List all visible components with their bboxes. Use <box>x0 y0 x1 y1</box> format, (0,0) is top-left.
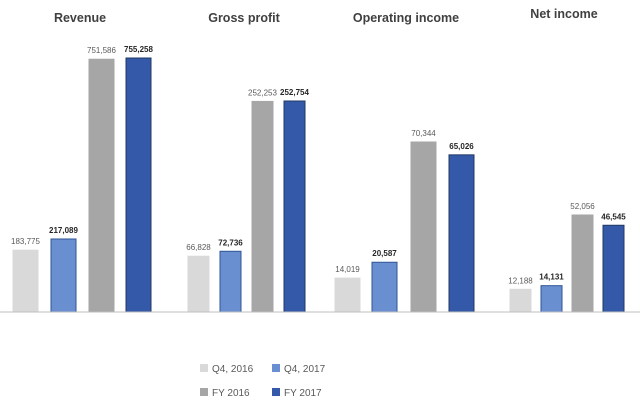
panel-title: Revenue <box>54 11 106 25</box>
bar-gross-profit-q4-2016 <box>187 255 210 313</box>
legend-swatch <box>272 388 280 396</box>
data-label: 751,586 <box>87 46 116 55</box>
data-label: 65,026 <box>449 142 474 151</box>
data-label: 46,545 <box>601 212 626 221</box>
data-label: 20,587 <box>372 249 397 258</box>
data-label: 14,131 <box>539 273 564 282</box>
legend-swatch <box>200 364 208 372</box>
bar-operating-income-fy-2016 <box>410 141 437 313</box>
data-label: 14,019 <box>335 265 360 274</box>
bar-net-income-fy-2017 <box>602 224 625 313</box>
bar-operating-income-fy-2017 <box>448 154 475 313</box>
data-label: 72,736 <box>218 238 243 247</box>
chart-panels: Revenue 183,775 217,089 751,586 755,258 Gross… <box>11 7 626 313</box>
bar-revenue-fy-2016 <box>88 58 115 313</box>
data-label: 70,344 <box>411 129 436 138</box>
panel-gross-profit: Gross profit 66,828 72,736 252,253 252,754 <box>186 11 310 313</box>
data-label: 755,258 <box>124 45 153 54</box>
legend-label: FY 2016 <box>212 388 250 399</box>
panel-title: Gross profit <box>208 11 280 25</box>
bar-gross-profit-q4-2017 <box>219 250 242 313</box>
data-label: 66,828 <box>186 243 211 252</box>
legend-swatch <box>200 388 208 396</box>
bar-net-income-fy-2016 <box>571 214 594 313</box>
panel-net-income: Net income 12,188 14,131 52,056 46,545 <box>508 7 626 313</box>
bar-gross-profit-fy-2016 <box>251 100 274 313</box>
legend: Q4, 2016 Q4, 2017 FY 2016 FY 2017 <box>200 364 326 399</box>
bar-revenue-fy-2017 <box>125 57 152 313</box>
data-label: 12,188 <box>508 276 533 285</box>
bar-net-income-q4-2016 <box>509 288 532 313</box>
data-label: 183,775 <box>11 237 40 246</box>
data-label: 217,089 <box>49 226 78 235</box>
data-label: 52,056 <box>570 202 595 211</box>
bar-net-income-q4-2017 <box>540 285 563 313</box>
legend-item-q4-2017: Q4, 2017 <box>272 364 326 375</box>
legend-label: Q4, 2016 <box>212 364 254 375</box>
panel-operating-income: Operating income 14,019 20,587 70,344 65,026 <box>334 11 475 313</box>
legend-label: FY 2017 <box>284 388 322 399</box>
bar-revenue-q4-2017 <box>50 238 77 313</box>
bar-operating-income-q4-2017 <box>371 261 398 313</box>
legend-item-q4-2016: Q4, 2016 <box>200 364 254 375</box>
data-label: 252,253 <box>248 88 277 97</box>
legend-swatch <box>272 364 280 372</box>
legend-label: Q4, 2017 <box>284 364 326 375</box>
legend-item-fy-2016: FY 2016 <box>200 388 250 399</box>
bar-revenue-q4-2016 <box>12 249 39 313</box>
bar-gross-profit-fy-2017 <box>283 100 306 313</box>
panel-revenue: Revenue 183,775 217,089 751,586 755,258 <box>11 11 154 313</box>
legend-item-fy-2017: FY 2017 <box>272 388 322 399</box>
panel-title: Operating income <box>353 11 459 25</box>
bar-operating-income-q4-2016 <box>334 277 361 313</box>
panel-title: Net income <box>530 7 597 21</box>
data-label: 252,754 <box>280 88 309 97</box>
